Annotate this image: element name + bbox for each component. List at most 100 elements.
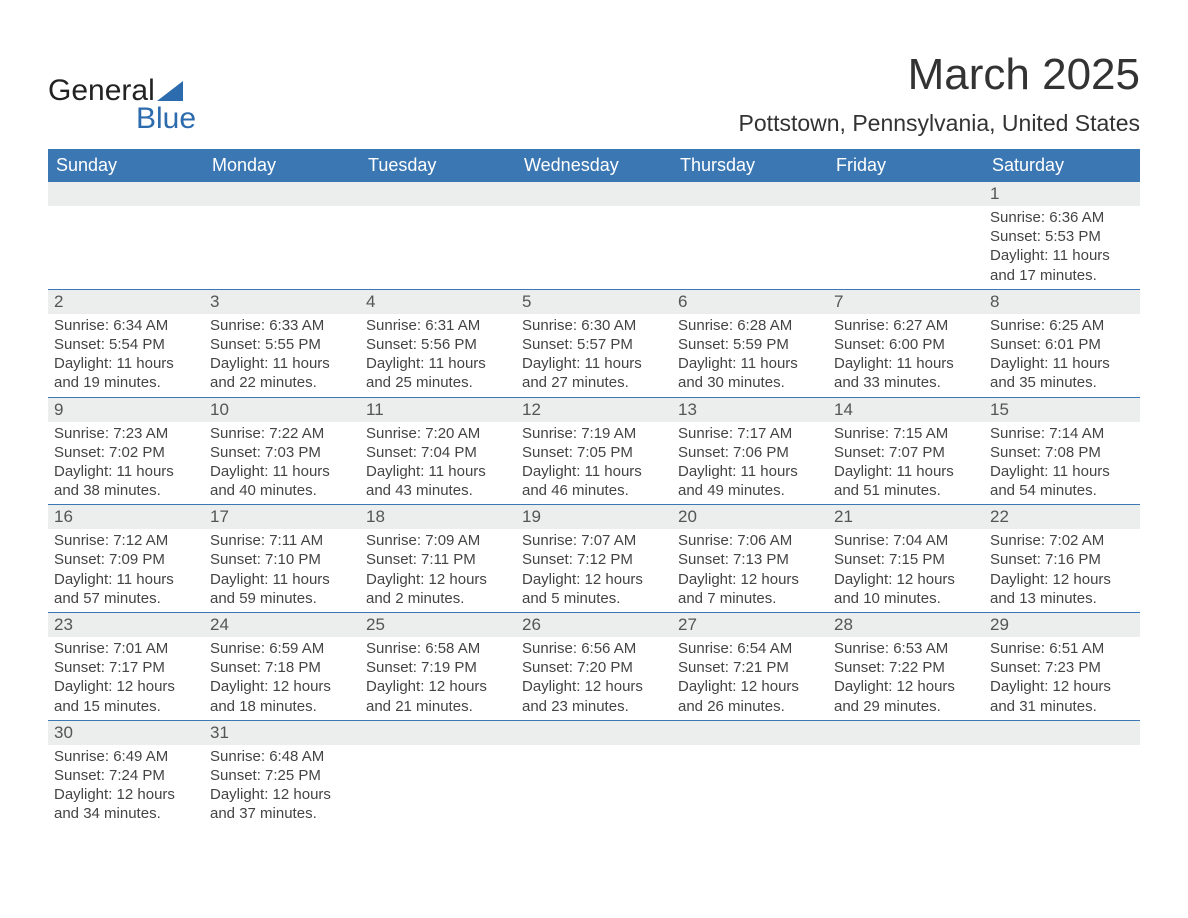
day-details: Sunrise: 6:28 AMSunset: 5:59 PMDaylight:… — [672, 314, 828, 397]
day-details: Sunrise: 7:06 AMSunset: 7:13 PMDaylight:… — [672, 529, 828, 612]
day-number — [516, 182, 672, 206]
daylight-line-1: Daylight: 11 hours — [522, 354, 666, 373]
daylight-line-2: and 59 minutes. — [210, 589, 354, 608]
day-number — [360, 721, 516, 745]
daylight-line-1: Daylight: 11 hours — [990, 462, 1134, 481]
calendar-day-empty — [360, 182, 516, 289]
day-details: Sunrise: 6:25 AMSunset: 6:01 PMDaylight:… — [984, 314, 1140, 397]
weekday-header: Wednesday — [516, 149, 672, 182]
calendar-day-empty — [828, 182, 984, 289]
sunset-line: Sunset: 7:25 PM — [210, 766, 354, 785]
calendar-week: 30Sunrise: 6:49 AMSunset: 7:24 PMDayligh… — [48, 720, 1140, 828]
day-number: 11 — [360, 398, 516, 422]
day-number: 4 — [360, 290, 516, 314]
daylight-line-2: and 51 minutes. — [834, 481, 978, 500]
day-number — [48, 182, 204, 206]
day-details — [204, 206, 360, 286]
daylight-line-1: Daylight: 12 hours — [54, 785, 198, 804]
sunset-line: Sunset: 7:16 PM — [990, 550, 1134, 569]
daylight-line-1: Daylight: 11 hours — [834, 354, 978, 373]
calendar-day: 12Sunrise: 7:19 AMSunset: 7:05 PMDayligh… — [516, 398, 672, 505]
sunrise-line: Sunrise: 6:33 AM — [210, 316, 354, 335]
daylight-line-1: Daylight: 11 hours — [210, 570, 354, 589]
day-details: Sunrise: 7:12 AMSunset: 7:09 PMDaylight:… — [48, 529, 204, 612]
day-details: Sunrise: 6:33 AMSunset: 5:55 PMDaylight:… — [204, 314, 360, 397]
day-details — [672, 745, 828, 825]
header: General Blue March 2025 Pottstown, Penns… — [48, 50, 1140, 137]
daylight-line-1: Daylight: 11 hours — [366, 462, 510, 481]
day-number: 5 — [516, 290, 672, 314]
day-details: Sunrise: 6:34 AMSunset: 5:54 PMDaylight:… — [48, 314, 204, 397]
daylight-line-1: Daylight: 11 hours — [210, 462, 354, 481]
sunrise-line: Sunrise: 7:12 AM — [54, 531, 198, 550]
day-number — [360, 182, 516, 206]
daylight-line-1: Daylight: 12 hours — [678, 570, 822, 589]
day-number: 19 — [516, 505, 672, 529]
calendar-day: 3Sunrise: 6:33 AMSunset: 5:55 PMDaylight… — [204, 290, 360, 397]
daylight-line-1: Daylight: 11 hours — [210, 354, 354, 373]
calendar-day: 14Sunrise: 7:15 AMSunset: 7:07 PMDayligh… — [828, 398, 984, 505]
day-number: 27 — [672, 613, 828, 637]
day-details: Sunrise: 6:48 AMSunset: 7:25 PMDaylight:… — [204, 745, 360, 828]
calendar-day-empty — [48, 182, 204, 289]
sunset-line: Sunset: 7:07 PM — [834, 443, 978, 462]
sunrise-line: Sunrise: 6:53 AM — [834, 639, 978, 658]
day-number: 18 — [360, 505, 516, 529]
daylight-line-1: Daylight: 12 hours — [522, 677, 666, 696]
weekday-header-row: SundayMondayTuesdayWednesdayThursdayFrid… — [48, 149, 1140, 182]
day-number: 6 — [672, 290, 828, 314]
sunset-line: Sunset: 7:19 PM — [366, 658, 510, 677]
sunset-line: Sunset: 7:09 PM — [54, 550, 198, 569]
sunrise-line: Sunrise: 6:27 AM — [834, 316, 978, 335]
calendar-week: 16Sunrise: 7:12 AMSunset: 7:09 PMDayligh… — [48, 504, 1140, 612]
day-number: 30 — [48, 721, 204, 745]
calendar-day: 18Sunrise: 7:09 AMSunset: 7:11 PMDayligh… — [360, 505, 516, 612]
day-details — [516, 745, 672, 825]
daylight-line-2: and 27 minutes. — [522, 373, 666, 392]
day-details: Sunrise: 6:30 AMSunset: 5:57 PMDaylight:… — [516, 314, 672, 397]
calendar-day: 1Sunrise: 6:36 AMSunset: 5:53 PMDaylight… — [984, 182, 1140, 289]
day-number — [672, 182, 828, 206]
day-details: Sunrise: 7:22 AMSunset: 7:03 PMDaylight:… — [204, 422, 360, 505]
day-details: Sunrise: 6:36 AMSunset: 5:53 PMDaylight:… — [984, 206, 1140, 289]
calendar-day-empty — [516, 182, 672, 289]
calendar-day: 29Sunrise: 6:51 AMSunset: 7:23 PMDayligh… — [984, 613, 1140, 720]
day-number: 13 — [672, 398, 828, 422]
title-block: March 2025 Pottstown, Pennsylvania, Unit… — [739, 50, 1140, 137]
calendar-day-empty — [360, 721, 516, 828]
sunset-line: Sunset: 7:17 PM — [54, 658, 198, 677]
daylight-line-2: and 23 minutes. — [522, 697, 666, 716]
sunset-line: Sunset: 6:01 PM — [990, 335, 1134, 354]
sunset-line: Sunset: 5:57 PM — [522, 335, 666, 354]
sunset-line: Sunset: 7:23 PM — [990, 658, 1134, 677]
sunset-line: Sunset: 7:18 PM — [210, 658, 354, 677]
day-details: Sunrise: 6:27 AMSunset: 6:00 PMDaylight:… — [828, 314, 984, 397]
day-details — [516, 206, 672, 286]
sunrise-line: Sunrise: 6:59 AM — [210, 639, 354, 658]
weekday-header: Tuesday — [360, 149, 516, 182]
day-number: 7 — [828, 290, 984, 314]
day-number — [828, 721, 984, 745]
calendar-day: 6Sunrise: 6:28 AMSunset: 5:59 PMDaylight… — [672, 290, 828, 397]
daylight-line-1: Daylight: 12 hours — [522, 570, 666, 589]
day-number: 10 — [204, 398, 360, 422]
daylight-line-2: and 49 minutes. — [678, 481, 822, 500]
calendar-week: 2Sunrise: 6:34 AMSunset: 5:54 PMDaylight… — [48, 289, 1140, 397]
day-details: Sunrise: 6:53 AMSunset: 7:22 PMDaylight:… — [828, 637, 984, 720]
calendar-day: 31Sunrise: 6:48 AMSunset: 7:25 PMDayligh… — [204, 721, 360, 828]
calendar-day: 5Sunrise: 6:30 AMSunset: 5:57 PMDaylight… — [516, 290, 672, 397]
sunrise-line: Sunrise: 7:09 AM — [366, 531, 510, 550]
daylight-line-2: and 54 minutes. — [990, 481, 1134, 500]
sunrise-line: Sunrise: 6:51 AM — [990, 639, 1134, 658]
calendar-day: 16Sunrise: 7:12 AMSunset: 7:09 PMDayligh… — [48, 505, 204, 612]
day-number: 22 — [984, 505, 1140, 529]
calendar-day: 13Sunrise: 7:17 AMSunset: 7:06 PMDayligh… — [672, 398, 828, 505]
day-details — [828, 745, 984, 825]
day-details: Sunrise: 7:11 AMSunset: 7:10 PMDaylight:… — [204, 529, 360, 612]
calendar-day-empty — [828, 721, 984, 828]
daylight-line-2: and 26 minutes. — [678, 697, 822, 716]
day-number: 14 — [828, 398, 984, 422]
calendar-day: 10Sunrise: 7:22 AMSunset: 7:03 PMDayligh… — [204, 398, 360, 505]
day-number: 9 — [48, 398, 204, 422]
sunrise-line: Sunrise: 7:02 AM — [990, 531, 1134, 550]
